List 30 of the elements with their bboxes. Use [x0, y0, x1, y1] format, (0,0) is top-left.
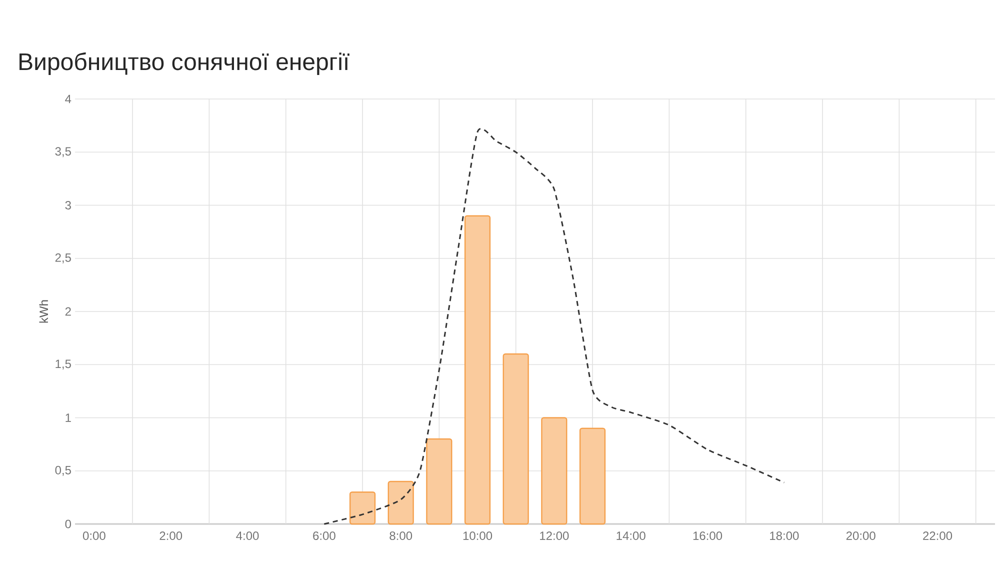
bar [464, 215, 491, 525]
bar [388, 480, 414, 525]
y-tick-label: 0,5 [55, 466, 71, 476]
y-tick-label: 2,5 [55, 253, 71, 264]
x-tick-label: 0:00 [82, 532, 106, 540]
x-tick-label: 14:00 [616, 532, 646, 540]
y-tick-label: 0 [65, 520, 72, 528]
bar [579, 428, 606, 525]
x-tick-label: 8:00 [390, 532, 412, 540]
x-tick-label: 22:00 [923, 532, 952, 540]
x-tick-label: 16:00 [693, 532, 722, 540]
x-tick-label: 4:00 [236, 532, 259, 540]
y-tick-label: 3,5 [55, 147, 71, 158]
bar [541, 417, 568, 525]
x-tick-label: 20:00 [846, 532, 876, 540]
bar [502, 353, 529, 525]
chart-title: Виробництво сонячної енергії [20, 52, 350, 75]
bar [426, 438, 452, 525]
x-tick-label: 12:00 [540, 532, 569, 540]
x-tick-label: 10:00 [463, 532, 492, 540]
y-tick-label: 2 [65, 307, 71, 316]
y-tick-label: 1 [66, 414, 71, 422]
y-tick-label: 1,5 [56, 360, 71, 370]
y-tick-label: 4 [65, 94, 72, 104]
bar [349, 492, 376, 525]
x-tick-label: 18:00 [770, 532, 799, 540]
y-tick-label: 3 [65, 200, 71, 210]
x-tick-label: 6:00 [313, 532, 336, 540]
y-axis-title: kWh [39, 300, 48, 323]
x-tick-label: 2:00 [160, 532, 182, 540]
